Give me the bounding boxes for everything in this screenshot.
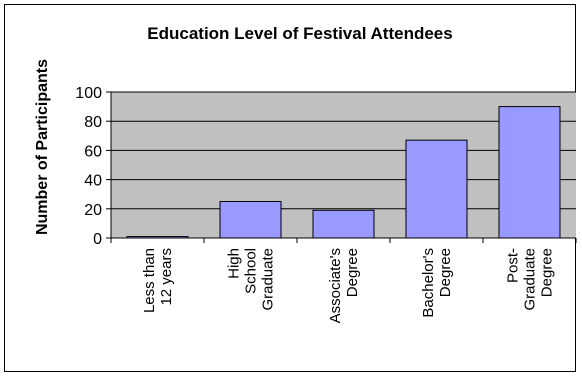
- y-tick-label: 20: [84, 202, 102, 219]
- x-category-label: Associate's Degree: [327, 248, 361, 323]
- bar: [312, 209, 375, 239]
- y-tick-label: 60: [84, 143, 102, 160]
- y-tick-label: 80: [84, 114, 102, 131]
- y-tick-label: 40: [84, 173, 102, 190]
- bar: [498, 106, 561, 239]
- x-category-label-line: Degree: [539, 248, 556, 297]
- x-category-label-line: Associate's: [327, 248, 344, 323]
- x-category-label: Post- Graduate Degree: [505, 248, 556, 311]
- x-category-label-line: 12 years: [158, 248, 175, 306]
- x-category-label-line: Bachelor's: [420, 248, 437, 318]
- x-category-label-line: Post-: [505, 248, 522, 283]
- x-category-label: Bachelor's Degree: [420, 248, 454, 318]
- x-category-label: Less than 12 years: [141, 248, 175, 313]
- x-category-label-line: Graduate: [260, 248, 277, 311]
- x-category-label-line: Degree: [437, 248, 454, 297]
- y-tick-label: 100: [75, 85, 102, 102]
- y-axis-label: Number of Participants: [34, 59, 51, 235]
- x-category-label-line: School: [243, 248, 260, 294]
- chart-title: Education Level of Festival Attendees: [147, 24, 452, 43]
- x-category-label-line: Graduate: [522, 248, 539, 311]
- x-category-label-line: Less than: [141, 248, 158, 313]
- y-tick-label: 0: [93, 231, 102, 248]
- x-category-label-line: High: [226, 248, 243, 279]
- x-category-label-line: Degree: [344, 248, 361, 297]
- bar: [405, 139, 468, 239]
- x-category-label: High School Graduate: [226, 248, 277, 311]
- bar: [219, 201, 282, 239]
